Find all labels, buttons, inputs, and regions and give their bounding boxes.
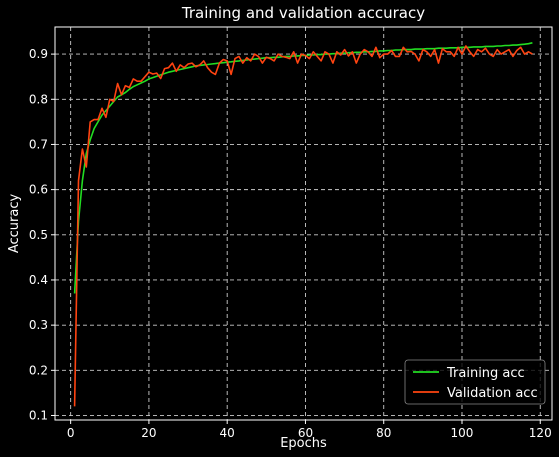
y-tick-label: 0.4 [29,273,48,287]
y-tick-label: 0.2 [29,363,48,377]
axis-ticks: 0 20 40 60 80 100 120 0.1 0.2 0.3 0.4 0.5 0.6 0.7 0.8 0… [29,47,552,440]
x-tick-label: 80 [376,426,391,440]
y-tick-label: 0.8 [29,92,48,106]
y-tick-label: 0.1 [29,408,48,422]
y-axis-label: Accuracy [7,194,22,254]
chart-title: Training and validation accuracy [181,4,425,22]
x-tick-label: 40 [220,426,235,440]
legend-label: Training acc [446,366,525,381]
series-line-1 [73,45,533,407]
x-tick-label: 100 [451,426,474,440]
y-tick-label: 0.3 [29,318,48,332]
y-tick-label: 0.6 [29,183,48,197]
series-lines [73,42,533,407]
x-tick-label: 60 [298,426,313,440]
legend: Training acc Validation acc [404,359,546,405]
y-tick-label: 0.9 [29,47,48,61]
plot-frame [54,26,553,421]
x-tick-label: 20 [141,426,156,440]
x-tick-label: 0 [67,426,75,440]
x-axis-label: Epochs [280,436,327,451]
grid [55,27,552,420]
y-tick-label: 0.5 [29,228,48,242]
x-tick-label: 120 [529,426,552,440]
y-tick-label: 0.7 [29,137,48,151]
legend-box [404,359,546,405]
legend-label: Validation acc [447,386,538,401]
